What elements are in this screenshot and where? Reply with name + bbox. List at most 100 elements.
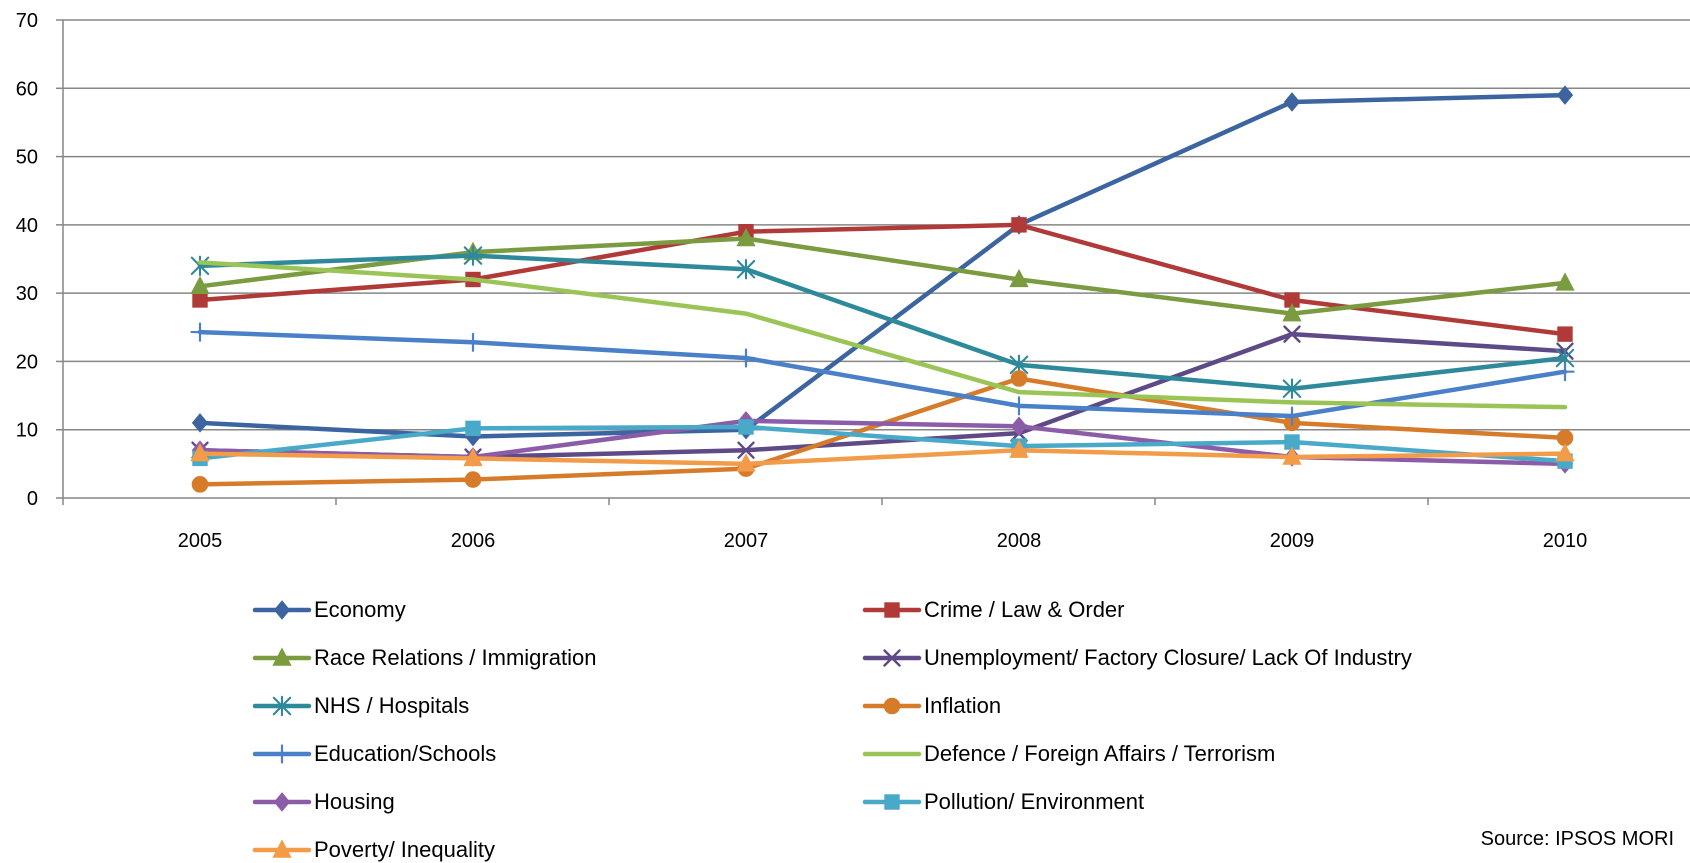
data-point: [192, 292, 208, 308]
legend-marker: [884, 794, 900, 810]
grid-layer: [63, 19, 1690, 431]
legend-marker: [272, 839, 292, 858]
series-5: [190, 245, 1575, 399]
y-tick-label: 50: [16, 147, 38, 169]
legend-label: Crime / Law & Order: [924, 597, 1125, 622]
data-point: [736, 259, 756, 280]
legend-item: Economy: [252, 597, 406, 622]
data-point: [1555, 272, 1575, 291]
series-line: [197, 424, 1568, 464]
legend-item: Pollution/ Environment: [862, 789, 1144, 814]
legend-marker: [273, 792, 291, 812]
legend-item: Race Relations / Immigration: [252, 645, 596, 670]
data-point: [1283, 325, 1301, 343]
x-tick-label: 2008: [997, 530, 1042, 552]
series-line: [197, 253, 1568, 391]
data-point: [737, 441, 755, 459]
legend-marker: [273, 600, 291, 620]
data-point: [190, 322, 210, 342]
data-point: [190, 255, 210, 277]
data-point: [1282, 303, 1302, 322]
data-point: [463, 447, 483, 467]
x-tick-label: 2009: [1270, 530, 1315, 552]
data-point: [190, 443, 210, 462]
data-point: [463, 332, 483, 352]
series-2: [192, 217, 1573, 342]
legend-label: Unemployment/ Factory Closure/ Lack Of I…: [924, 645, 1412, 670]
legend-item: Inflation: [862, 693, 1001, 718]
data-point: [736, 348, 756, 368]
series-line: [197, 447, 1568, 467]
legend-marker: [272, 695, 292, 717]
data-point: [464, 471, 482, 488]
legend-marker: [272, 647, 292, 666]
data-point: [1009, 439, 1029, 458]
data-point: [738, 419, 754, 435]
data-point: [1283, 92, 1301, 112]
series-layer: [190, 85, 1575, 493]
legend-item: Defence / Foreign Affairs / Terrorism: [862, 741, 1275, 766]
data-point: [191, 476, 209, 493]
series-8: [197, 260, 1568, 410]
legend-marker: [272, 744, 292, 764]
series-line: [197, 329, 1568, 419]
legend-item: Education/Schools: [252, 741, 496, 766]
legend-label: Housing: [314, 789, 395, 814]
y-tick-label: 10: [16, 420, 38, 442]
data-point: [1282, 378, 1302, 399]
series-line: [197, 222, 1568, 337]
y-tick-label: 40: [16, 215, 38, 237]
axis-layer: 0 10 20 30 40 50 60 70 2005 2006 2007 2008 2009 2010: [16, 10, 1690, 552]
legend-marker: [883, 697, 901, 715]
legend-label: Poverty/ Inequality: [314, 837, 495, 862]
legend-label: Economy: [314, 597, 406, 622]
data-point: [1555, 443, 1575, 462]
legend-item: Crime / Law & Order: [862, 597, 1125, 622]
series-4: [191, 325, 1574, 466]
y-tick-label: 30: [16, 283, 38, 305]
data-point: [1282, 446, 1302, 465]
series-line: [197, 260, 1568, 410]
data-point: [1282, 406, 1302, 426]
y-tick-label: 60: [16, 78, 38, 100]
x-tick-label: 2010: [1543, 530, 1588, 552]
legend-marker: [883, 649, 901, 667]
series-1: [191, 85, 1574, 447]
series-11: [190, 439, 1575, 472]
data-point: [1011, 217, 1027, 233]
legend: Economy Crime / Law & Order Race Relations…: [252, 597, 1412, 862]
y-tick-label: 70: [16, 10, 38, 32]
data-point: [1556, 85, 1574, 105]
legend-marker: [884, 602, 900, 618]
series-7: [190, 322, 1575, 426]
x-tick-label: 2005: [178, 530, 223, 552]
data-point: [1557, 326, 1573, 342]
legend-label: Defence / Foreign Affairs / Terrorism: [924, 741, 1275, 766]
data-point: [191, 413, 209, 433]
source-annotation: Source: IPSOS MORI: [1481, 828, 1674, 850]
data-point: [190, 275, 210, 295]
x-tick-label: 2006: [451, 530, 496, 552]
legend-item: NHS / Hospitals: [252, 693, 469, 718]
legend-label: Pollution/ Environment: [924, 789, 1144, 814]
data-point: [463, 245, 483, 266]
legend-item: Unemployment/ Factory Closure/ Lack Of I…: [862, 645, 1412, 670]
data-point: [736, 227, 756, 247]
data-point: [1009, 268, 1029, 288]
legend-item: Housing: [252, 789, 395, 814]
y-tick-label: 0: [27, 488, 38, 510]
data-point: [1555, 362, 1575, 382]
legend-item: Poverty/ Inequality: [252, 837, 495, 862]
series-line: [197, 92, 1568, 439]
data-point: [1010, 416, 1028, 437]
legend-label: NHS / Hospitals: [314, 693, 469, 718]
data-point: [736, 453, 756, 472]
legend-label: Education/Schools: [314, 741, 496, 766]
x-tick-label: 2007: [724, 530, 769, 552]
y-tick-label: 20: [16, 351, 38, 373]
legend-label: Inflation: [924, 693, 1001, 718]
data-point: [1009, 396, 1029, 416]
data-point: [1010, 370, 1028, 387]
